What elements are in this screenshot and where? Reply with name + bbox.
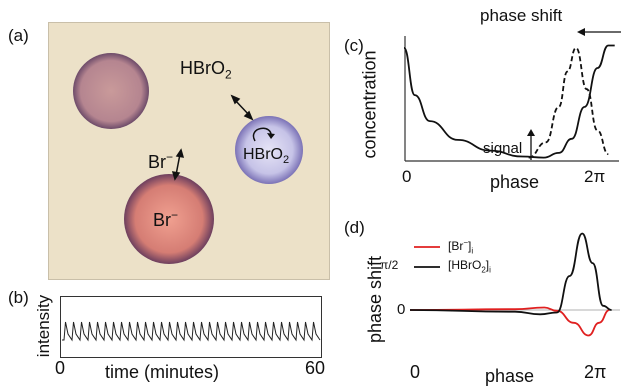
br-series-line	[410, 306, 610, 337]
legend-hbro2-label: [HBrO2]i	[448, 258, 491, 275]
panel-d-ytick-zero: 0	[397, 301, 406, 318]
br-label-droplet: Br−	[153, 208, 179, 230]
droplet-pink	[73, 53, 149, 129]
panel-b-ylabel: intensity	[34, 294, 54, 358]
droplets-illustration	[73, 53, 303, 264]
intensity-trace	[62, 321, 321, 342]
br-label-outside: Br−	[148, 150, 174, 172]
legend-br-label: [Br−]i	[448, 238, 474, 256]
droplet-red	[124, 174, 214, 264]
panel-b-xlabel: time (minutes)	[105, 362, 220, 382]
reaction-arrows	[171, 94, 254, 181]
panel-c-xlabel: phase	[490, 172, 540, 192]
panel-d-chart	[410, 232, 620, 337]
hbro2-label-droplet: HBrO2	[243, 146, 290, 167]
panel-b-chart	[60, 296, 322, 358]
panel-a-label: (a)	[8, 26, 29, 45]
signal-annotation: signal	[483, 140, 523, 157]
panel-d-xlabel: phase	[485, 366, 535, 386]
panel-b-ylabel-wrap: intensity	[34, 290, 56, 360]
panel-d-ytick-top: π/2	[380, 258, 399, 272]
micrograph-photo	[48, 22, 330, 280]
panel-c-chart	[404, 36, 619, 162]
panel-d-ylabel-wrap: phase shift	[365, 235, 390, 365]
panel-c-xmax: 2π	[584, 167, 606, 186]
panel-d-label: (d)	[344, 218, 365, 237]
panel-c-ylabel-wrap: concentration	[360, 40, 390, 170]
panel-d-xmax: 2π	[584, 362, 607, 382]
concentration-dashed-line	[528, 46, 609, 159]
hbro2-series-line	[410, 232, 612, 316]
panel-c-label: (c)	[344, 36, 364, 55]
concentration-solid-line	[404, 44, 615, 159]
panel-b-xmax: 60	[305, 358, 326, 378]
hbro2-label-top: HBrO2	[180, 58, 232, 82]
phase-shift-arrow-head	[577, 28, 621, 36]
phase-shift-annotation: phase shift	[480, 6, 563, 25]
panel-b-xmin: 0	[55, 358, 66, 378]
panel-d-xmin: 0	[410, 362, 421, 382]
panel-c-xmin: 0	[402, 167, 412, 186]
panel-c-ylabel: concentration	[359, 50, 380, 159]
droplet-blue	[235, 116, 303, 184]
panel-b-label: (b)	[8, 288, 29, 307]
